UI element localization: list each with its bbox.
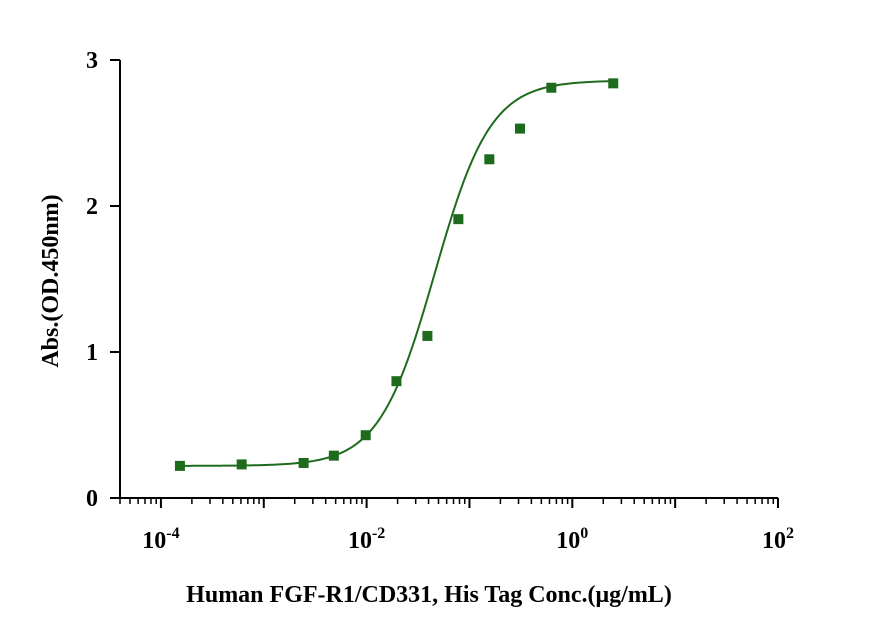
data-point [453,214,464,225]
data-point [298,457,309,468]
data-point [546,82,557,93]
data-point [328,450,339,461]
data-point [174,460,185,471]
data-point [484,154,495,165]
x-ticks: 10-4 10-2 100 102 [119,498,794,554]
data-point [360,430,371,441]
axes [119,60,778,499]
fit-curve [179,80,614,467]
data-points [174,78,619,471]
data-point [391,376,402,387]
y-tick-label: 2 [86,194,98,220]
data-point [608,78,619,89]
y-tick-label: 3 [86,48,98,74]
y-tick-label: 0 [86,486,98,512]
y-ticks: 0 1 2 3 [86,48,120,512]
data-point [514,123,525,134]
x-tick-label: 102 [762,525,794,554]
x-tick-label: 10-4 [142,525,179,554]
x-tick-label: 100 [556,525,588,554]
data-point [236,459,247,470]
y-axis-title: Abs.(OD.450nm) [38,194,64,367]
y-tick-label: 1 [86,340,98,366]
x-axis-title: Human FGF-R1/CD331, His Tag Conc.(μg/mL) [186,582,672,608]
data-point [422,330,433,341]
x-tick-label: 10-2 [348,525,385,554]
